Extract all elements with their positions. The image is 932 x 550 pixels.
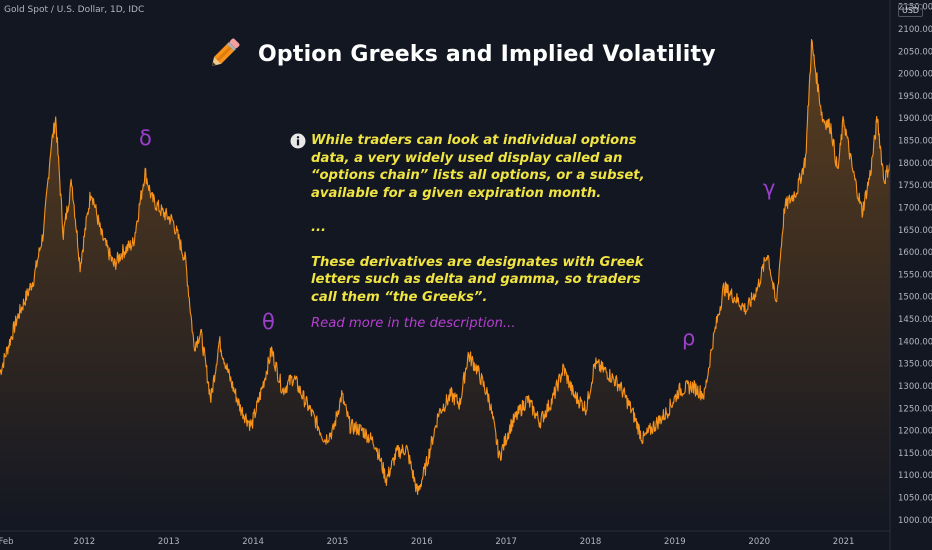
greek-theta-label: θ <box>262 310 275 334</box>
y-tick-label: 1600.00 <box>898 248 932 258</box>
y-tick-label: 1000.00 <box>898 516 932 526</box>
x-tick-label: 2014 <box>242 537 264 547</box>
price-area-fill <box>0 39 890 531</box>
price-axis[interactable] <box>890 0 932 550</box>
y-tick-label: 2050.00 <box>898 47 932 57</box>
y-tick-label: 1750.00 <box>898 181 932 191</box>
x-tick-label: 2019 <box>664 537 686 547</box>
y-tick-label: 1850.00 <box>898 137 932 147</box>
y-tick-label: 1350.00 <box>898 360 932 370</box>
y-tick-label: 1450.00 <box>898 315 932 325</box>
y-tick-label: 1800.00 <box>898 159 932 169</box>
greek-rho-label: ρ <box>682 326 696 350</box>
annotation-title: Option Greeks and Implied Volatility <box>258 41 716 67</box>
read-more-link[interactable]: Read more in the description... <box>311 316 516 331</box>
price-series-line <box>0 38 891 496</box>
y-tick-label: 1400.00 <box>898 337 932 347</box>
y-tick-label: 2100.00 <box>898 25 932 35</box>
y-tick-label: 1100.00 <box>898 471 932 481</box>
time-axis[interactable] <box>0 531 932 550</box>
x-tick-label: 2021 <box>833 537 855 547</box>
currency-badge[interactable]: USD <box>898 4 924 17</box>
x-tick-label: 2017 <box>495 537 517 547</box>
y-tick-label: 1050.00 <box>898 494 932 504</box>
note-ellipsis: ... <box>311 220 327 235</box>
y-tick-label: 1500.00 <box>898 293 932 303</box>
greek-delta-label: δ <box>139 126 152 150</box>
x-tick-label: 2013 <box>158 537 180 547</box>
x-tick-label: 2015 <box>327 537 349 547</box>
y-tick-label: 1550.00 <box>898 270 932 280</box>
symbol-title: Gold Spot / U.S. Dollar, 1D, IDC <box>4 5 145 15</box>
x-tick-label: 2016 <box>411 537 433 547</box>
x-tick-label: 2018 <box>580 537 602 547</box>
y-tick-label: 1150.00 <box>898 449 932 459</box>
x-tick-label: 2020 <box>748 537 770 547</box>
y-tick-label: 1250.00 <box>898 404 932 414</box>
y-tick-label: 1650.00 <box>898 226 932 236</box>
info-icon <box>290 133 306 149</box>
pencil-icon <box>211 38 240 67</box>
greek-gamma-label: γ <box>763 176 776 200</box>
y-tick-label: 1900.00 <box>898 114 932 124</box>
x-tick-label: Feb <box>0 537 14 547</box>
annotation-note: While traders can look at individual opt… <box>290 132 650 333</box>
note-paragraph-1: While traders can look at individual opt… <box>311 133 645 201</box>
note-paragraph-2: These derivatives are designates with Gr… <box>311 254 644 305</box>
y-tick-label: 2150.00 <box>898 3 932 13</box>
annotation-title-block: Option Greeks and Implied Volatility <box>204 34 716 74</box>
y-tick-label: 1200.00 <box>898 427 932 437</box>
y-tick-label: 1700.00 <box>898 203 932 213</box>
x-tick-label: 2012 <box>74 537 96 547</box>
y-tick-label: 1950.00 <box>898 92 932 102</box>
y-tick-label: 1300.00 <box>898 382 932 392</box>
y-tick-label: 2000.00 <box>898 70 932 80</box>
